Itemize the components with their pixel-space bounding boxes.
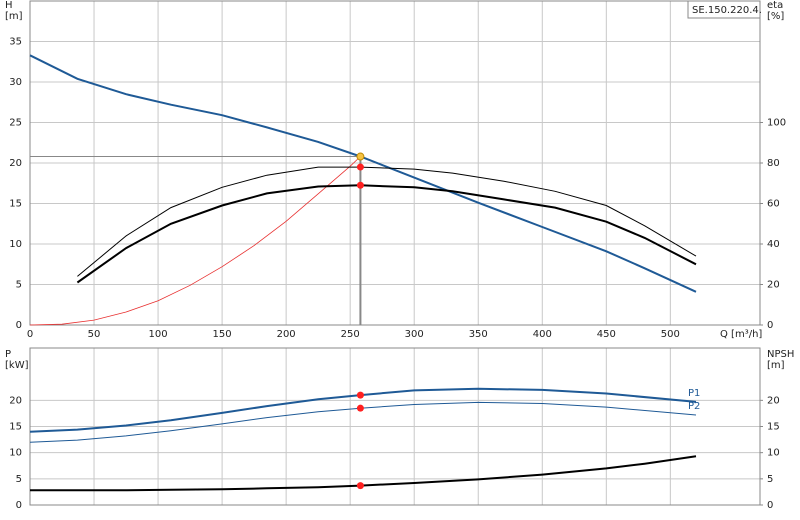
curve xyxy=(29,401,697,443)
y2-tick-label: 40 xyxy=(767,239,780,250)
curve xyxy=(77,166,697,277)
y-tick-label: 5 xyxy=(16,280,22,291)
y2-tick-label: 20 xyxy=(767,280,780,291)
series-label: P2 xyxy=(688,401,700,412)
y2-tick-label: 0 xyxy=(767,320,773,331)
x-tick-label: 350 xyxy=(469,329,488,340)
y-axis-label: [m] xyxy=(5,11,23,22)
operating-point xyxy=(356,163,364,171)
y2-tick-label: 80 xyxy=(767,158,780,169)
y-tick-label: 0 xyxy=(16,320,22,331)
y2-axis-label: [%] xyxy=(767,11,784,22)
series-label: P1 xyxy=(688,388,700,399)
tag-box xyxy=(687,0,761,19)
y-axis-label: [kW] xyxy=(5,360,29,371)
y-axis-label: P xyxy=(5,349,11,360)
y2-axis-label: [m] xyxy=(767,360,785,371)
y2-axis-label: eta xyxy=(767,0,783,11)
operating-point xyxy=(356,181,364,189)
y-axis-label: H xyxy=(5,0,13,11)
x-tick-label: 300 xyxy=(405,329,424,340)
y-tick-label: 15 xyxy=(9,199,22,210)
y2-tick-label: 10 xyxy=(767,448,780,459)
y-tick-label: 20 xyxy=(9,395,22,406)
operating-point xyxy=(356,152,365,161)
x-tick-label: 50 xyxy=(88,329,101,340)
y2-tick-label: 0 xyxy=(767,500,773,511)
x-tick-label: 0 xyxy=(27,329,33,340)
plot-frame xyxy=(29,0,761,326)
y-tick-label: 0 xyxy=(16,500,22,511)
y2-tick-label: 15 xyxy=(767,422,780,433)
tag-label: SE.150.220.4. xyxy=(692,5,762,16)
y-tick-label: 30 xyxy=(9,77,22,88)
y2-tick-label: 100 xyxy=(767,118,786,129)
y-tick-label: 35 xyxy=(9,37,22,48)
x-tick-label: 100 xyxy=(149,329,168,340)
operating-point xyxy=(356,391,364,399)
y2-tick-label: 20 xyxy=(767,395,780,406)
operating-point xyxy=(356,482,364,490)
y2-tick-label: 60 xyxy=(767,199,780,210)
y-tick-label: 25 xyxy=(9,118,22,129)
plot-frame xyxy=(29,347,761,506)
y-tick-label: 10 xyxy=(9,239,22,250)
x-tick-label: 150 xyxy=(213,329,232,340)
x-tick-label: 500 xyxy=(661,329,680,340)
x-tick-label: 450 xyxy=(597,329,616,340)
y2-tick-label: 5 xyxy=(767,474,773,485)
y-tick-label: 5 xyxy=(16,474,22,485)
curve xyxy=(29,54,697,293)
y-tick-label: 20 xyxy=(9,158,22,169)
curve xyxy=(76,184,697,284)
x-tick-label: 200 xyxy=(277,329,296,340)
y-tick-label: 10 xyxy=(9,448,22,459)
operating-point xyxy=(356,404,364,412)
x-tick-label: 250 xyxy=(341,329,360,340)
y2-axis-label: NPSH xyxy=(767,349,794,360)
curve xyxy=(29,387,697,433)
curve xyxy=(29,156,361,326)
x-tick-label: 400 xyxy=(533,329,552,340)
y-tick-label: 15 xyxy=(9,422,22,433)
x-axis-label: Q [m³/h] xyxy=(720,329,762,340)
